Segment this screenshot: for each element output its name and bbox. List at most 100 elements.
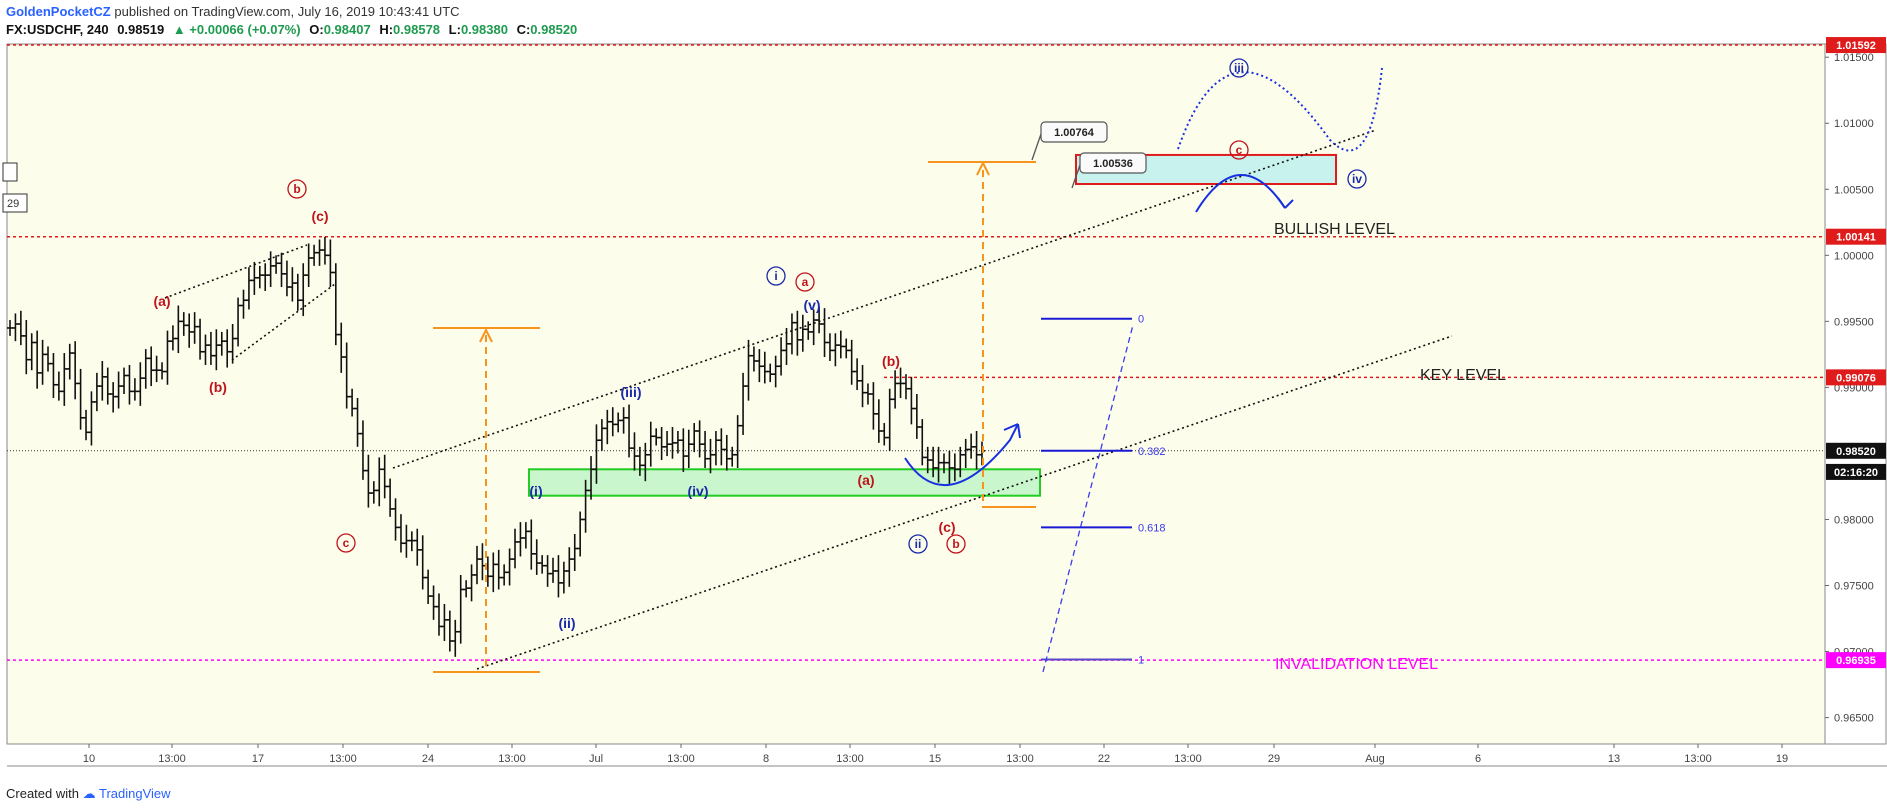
price-tick-label: 0.99000 [1834,382,1874,394]
wave-label-circle [336,533,356,553]
time-tick-label: 13:00 [329,753,357,765]
bounce-arrow [904,423,1019,486]
wave-label: c [1236,143,1243,157]
time-tick-label: 13:00 [1174,753,1202,765]
open-value: 0.98407 [323,22,371,37]
wave-label: b [293,182,300,196]
author-name[interactable]: GoldenPocketCZ [6,4,111,19]
time-tick-label: 22 [1098,753,1110,765]
time-tick-label: 15 [929,753,941,765]
wedge-upper-line [164,244,308,299]
fib-level-label: 0 [1138,314,1144,326]
axis-price-label: 0.96935 [1836,655,1876,667]
price-tick-label: 1.00500 [1834,184,1874,196]
wedge-lower-line [231,283,336,361]
axis-price-label-bg [1826,37,1886,54]
upper-channel-line [392,129,1377,469]
price-tick-label: 1.01500 [1834,52,1874,64]
axis-price-label: 0.98520 [1836,446,1876,458]
plot-area [6,43,1826,745]
price-change: ▲ +0.00066 (+0.07%) [172,22,301,37]
axis-price-label-bg [1826,463,1886,480]
wave-label: a [802,275,809,289]
time-tick-label: 13:00 [158,753,186,765]
projection-arrowhead-right [976,160,990,176]
high-value: 0.98578 [393,22,441,37]
wave-label: (c) [938,519,955,535]
time-tick-label: 13:00 [498,753,526,765]
key-level-annotation: KEY LEVEL [1420,367,1506,384]
close-value: 0.98520 [530,22,578,37]
wave-label: i [774,269,777,283]
wave-label-circle [946,534,966,554]
callout-label: 1.00536 [1093,158,1133,170]
wave-label: (v) [803,297,820,313]
bounce-arrowhead [1003,423,1021,439]
wave-label: (iv) [688,483,709,499]
callout-box [1079,152,1147,174]
price-tick-label: 0.97500 [1834,581,1874,593]
wave-label: (ii) [558,615,575,631]
time-tick-label: 13:00 [1006,753,1034,765]
axis-price-label: 02:16:20 [1834,467,1878,479]
publish-info: GoldenPocketCZ published on TradingView.… [6,4,460,19]
time-tick-label: 17 [252,753,264,765]
price-tick-label: 0.96500 [1834,713,1874,725]
callout-pointer [1071,164,1081,189]
projection-arrowhead-left [479,327,493,343]
wave-label-circle [1229,140,1249,160]
time-tick-label: 29 [1268,753,1280,765]
created-with-label: Created with [6,786,79,801]
tradingview-logo-icon[interactable]: ☁ [82,786,96,801]
wave-label: b [952,537,959,551]
time-tick-label: 13:00 [836,753,864,765]
publish-date: published on TradingView.com, July 16, 2… [114,4,460,19]
time-tick-label: 8 [763,753,769,765]
wave-label: (iii) [621,384,642,400]
wave-label: (b) [209,379,227,395]
price-tick-label: 1.00000 [1834,250,1874,262]
bullish-arc-head [1277,197,1294,209]
callout-pointer [1031,133,1042,161]
time-tick-label: 13:00 [667,753,695,765]
price-tick-label: 1.01000 [1834,118,1874,130]
axis-price-label-bg [1826,442,1886,459]
axis-price-label-bg [1826,369,1886,386]
high-label: H: [379,22,394,37]
symbol-label: FX:USDCHF, 240 [6,22,109,37]
wave-label: (a) [153,293,170,309]
open-label: O: [309,22,324,37]
wave-label: (i) [529,483,542,499]
time-tick-label: Aug [1365,753,1385,765]
lower-channel-line [476,335,1453,670]
wave-label: ii [915,537,922,551]
wave-label-circle [795,272,815,292]
tradingview-brand[interactable]: TradingView [99,786,171,801]
wave-label: (b) [882,353,900,369]
axis-price-label-bg [1826,652,1886,669]
symbol-info: FX:USDCHF, 240 0.98519 ▲ +0.00066 (+0.07… [6,22,582,37]
time-tick-label: 19 [1776,753,1788,765]
time-tick-label: 6 [1475,753,1481,765]
wave-label: c [343,536,350,550]
edge-marker-label: 29 [7,198,19,210]
time-tick-label: 10 [83,753,95,765]
wave-label-circle [287,179,307,199]
price-tick-label: 0.99500 [1834,316,1874,328]
callout-label: 1.00764 [1054,127,1095,139]
footer: Created with ☁ TradingView [6,786,171,802]
time-tick-label: 13 [1608,753,1620,765]
fib-level-label: 0.382 [1138,446,1166,458]
low-value: 0.98380 [460,22,508,37]
invalidation-level-annotation: INVALIDATION LEVEL [1275,656,1438,673]
bullish-level-annotation: BULLISH LEVEL [1274,221,1395,238]
wave-label-circle [908,534,928,554]
axis-price-label: 1.01592 [1836,40,1876,52]
projected-path [1177,67,1383,152]
axis-price-label: 1.00141 [1836,232,1876,244]
callout-box [1040,121,1108,143]
wave-label: iii [1234,61,1244,75]
close-label: C: [516,22,531,37]
fib-level-label: 1 [1138,654,1144,666]
